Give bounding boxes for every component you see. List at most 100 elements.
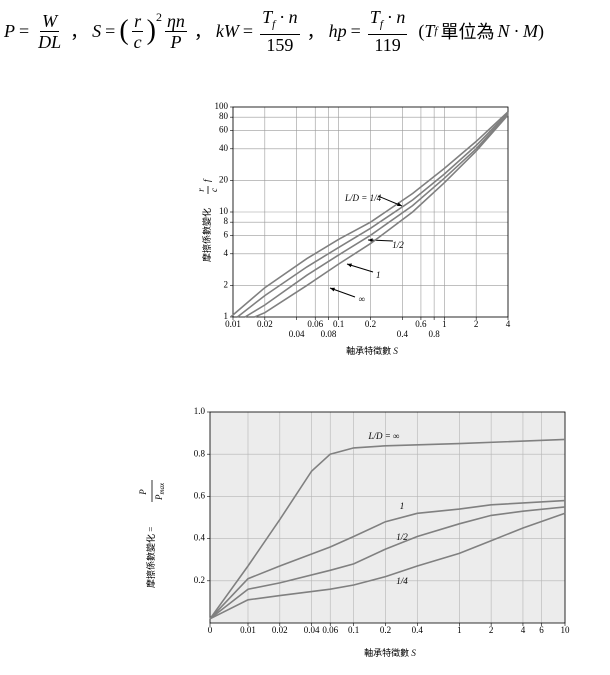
x-tick-label: 2	[474, 319, 479, 329]
x-tick-label: 0.1	[348, 625, 359, 635]
label-var: S	[411, 648, 416, 658]
operator: =	[19, 20, 30, 41]
label-var: f	[202, 178, 212, 182]
den-sub: max	[158, 482, 166, 495]
operator: =	[350, 20, 361, 41]
label-var: S	[393, 346, 398, 356]
symbol: S	[92, 20, 102, 41]
series-label: L/D = 1/4	[344, 193, 382, 203]
y-axis-label: 摩擦係數變化 = P Pmax	[138, 480, 166, 588]
den-symbol: P	[154, 494, 164, 501]
arrow-head	[347, 263, 352, 268]
x-axis-label: 軸承特徵數 S	[346, 345, 398, 356]
x-tick-label: 0.1	[333, 319, 344, 329]
label-num: r	[196, 188, 206, 192]
symbol: · n	[279, 6, 298, 27]
x-tick-label: 0.06	[322, 625, 338, 635]
label-text: 軸承特徵數	[346, 345, 391, 356]
x-tick-label: 0	[208, 625, 213, 635]
curve	[244, 113, 509, 318]
x-tick-label: 10	[561, 625, 571, 635]
unit: N · M	[497, 20, 538, 41]
symbol: · n	[387, 6, 406, 27]
numerator: W	[40, 10, 60, 32]
curve	[209, 512, 566, 620]
x-tick-label: 6	[539, 625, 544, 635]
label-den: c	[209, 188, 219, 192]
x-tick-label: 0.04	[304, 625, 320, 635]
y-tick-label: 2	[224, 279, 229, 289]
separator: ，	[193, 22, 212, 42]
arrow-head	[397, 202, 402, 207]
curve	[230, 111, 509, 318]
x-tick-label: 2	[489, 625, 494, 635]
x-axis-label: 軸承特徵數 S	[364, 647, 416, 658]
paren: (	[418, 20, 425, 41]
arrow-head	[368, 238, 373, 243]
label-num: P	[138, 489, 148, 496]
x-tick-label: 0.6	[415, 319, 427, 329]
series-label: 1/2	[396, 532, 408, 542]
label-text: 軸承特徵數	[364, 647, 409, 658]
x-tick-label: 0.4	[397, 329, 409, 339]
paren: (	[119, 15, 129, 46]
subscript: f	[379, 18, 383, 31]
x-tick-label: 4	[506, 319, 511, 329]
y-tick-label: 20	[219, 174, 229, 184]
exponent: 2	[155, 10, 162, 24]
y-tick-label: 0.8	[194, 448, 206, 458]
y-axis-label: 摩擦係數變化 r c f	[196, 178, 219, 262]
y-tick-label: 1	[224, 311, 229, 321]
operator: =	[242, 20, 254, 41]
y-tick-label: 8	[224, 216, 229, 226]
symbol: T	[369, 6, 380, 27]
subscript: f	[434, 25, 438, 37]
note-text: 單位為	[440, 22, 495, 42]
x-tick-label: 0.02	[272, 625, 288, 635]
label-text: 摩擦係數變化	[201, 208, 212, 262]
operator: =	[105, 20, 116, 41]
series-label: 1	[400, 501, 405, 511]
y-tick-label: 40	[219, 143, 229, 153]
denominator: c	[133, 31, 142, 52]
series-label: ∞	[359, 294, 365, 304]
series-label: 1	[376, 270, 381, 280]
series-label: 1/4	[396, 576, 408, 586]
curve	[209, 438, 566, 620]
x-tick-label: 0.8	[429, 329, 441, 339]
paren: )	[146, 15, 156, 46]
fraction: W DL	[36, 11, 63, 52]
plot-area	[210, 412, 565, 623]
x-tick-label: 0.2	[365, 319, 376, 329]
y-tick-label: 10	[219, 206, 229, 216]
separator: ，	[70, 22, 89, 42]
numerator: Tf · n	[367, 6, 408, 36]
numerator: ηn	[164, 10, 187, 32]
x-tick-label: 0.2	[380, 625, 391, 635]
curve	[236, 112, 509, 318]
numerator: Tf · n	[260, 7, 300, 36]
x-tick-label: 0.01	[240, 625, 256, 635]
x-tick-label: 0.4	[412, 625, 424, 635]
symbol: hp	[328, 20, 347, 41]
plot-frame	[232, 106, 509, 318]
label-den: Pmax	[154, 482, 166, 501]
x-tick-label: 0.01	[225, 319, 241, 329]
arrow-head	[330, 287, 335, 292]
denominator: P	[170, 31, 182, 52]
x-tick-label: 0.04	[289, 329, 305, 339]
subscript: f	[272, 18, 276, 31]
y-tick-label: 1.0	[194, 406, 206, 416]
curve	[209, 499, 566, 620]
x-tick-label: 4	[521, 625, 526, 635]
x-tick-label: 1	[442, 319, 447, 329]
plot-frame	[209, 411, 566, 624]
numerator: r	[132, 10, 144, 32]
fraction: Tf · n 119	[367, 6, 408, 55]
y-tick-label: 80	[219, 111, 229, 121]
denominator: 159	[266, 35, 294, 56]
curve	[209, 506, 566, 620]
fraction: ηn P	[164, 10, 187, 52]
